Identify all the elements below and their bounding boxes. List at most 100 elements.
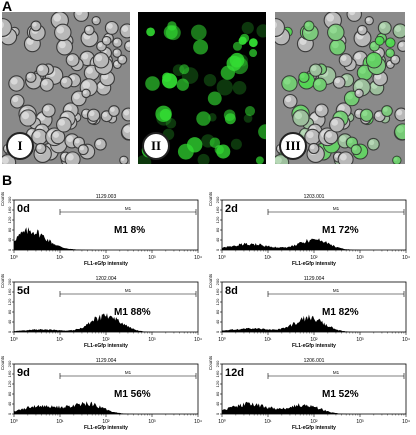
gfp-cell [196, 111, 211, 126]
gfp-cell [145, 76, 160, 91]
gfp-cell [256, 24, 266, 38]
histogram-2d: 0 40 80 120 160 200 Counts 10⁰ 10¹ 10² 10³ 10⁴ FL1-e… [208, 190, 410, 270]
y-tick-label: 200 [7, 196, 12, 203]
cell-highlight [66, 153, 74, 161]
y-tick-label: 160 [215, 370, 220, 377]
cell-highlight [348, 12, 356, 16]
micrograph-label-iii: III [279, 132, 307, 160]
x-tick-label: 10¹ [56, 337, 64, 343]
cell-highlight [299, 37, 307, 45]
cell-highlight [85, 26, 90, 31]
day-label: 8d [225, 285, 238, 297]
gfp-cell [238, 36, 247, 45]
y-axis-label: Counts [208, 191, 213, 206]
cell-highlight [96, 139, 102, 146]
gfp-cell [293, 110, 309, 126]
gfp-cell [162, 72, 172, 83]
gate-label: M1 [125, 288, 132, 293]
gfp-cell [304, 21, 314, 31]
histogram-0d: 0 40 80 120 160 200 Counts 10⁰ 10¹ 10² 10³ 10⁴ FL1-e… [0, 190, 202, 270]
y-tick-label: 200 [215, 278, 220, 285]
gfp-cell [214, 144, 224, 155]
gfp-cell [381, 106, 393, 117]
x-axis-label: FL1-eGfp intensity [292, 425, 336, 431]
gfp-cell [167, 21, 177, 31]
y-tick-label: 160 [7, 288, 12, 295]
gfp-cell [207, 91, 222, 106]
gfp-cell [216, 79, 233, 96]
cell-highlight [338, 104, 345, 112]
gate-label: M1 [125, 370, 132, 375]
x-tick-label: 10⁴ [402, 419, 410, 425]
x-tick-label: 10⁴ [402, 337, 410, 343]
cell-highlight [52, 131, 59, 138]
cell-highlight [10, 77, 18, 85]
cell-highlight [316, 105, 323, 112]
x-axis-label: FL1-eGfp intensity [84, 343, 128, 349]
cell-highlight [355, 110, 360, 115]
y-tick-label: 0 [7, 248, 12, 251]
cell-highlight [26, 37, 34, 45]
y-axis-label: Counts [0, 191, 5, 206]
percent-label: M1 88% [114, 307, 151, 318]
x-tick-label: 10³ [148, 255, 156, 261]
cell-highlight [67, 55, 74, 61]
cell-highlight [56, 26, 65, 34]
cell-highlight [398, 42, 404, 47]
cell-highlight [74, 138, 80, 144]
cell-highlight [369, 139, 375, 146]
cell-highlight [375, 112, 381, 118]
cell-highlight [310, 113, 319, 121]
cell-highlight [114, 61, 118, 66]
percent-label: M1 52% [322, 389, 359, 400]
counts-header: 1129.004 [96, 358, 117, 364]
gfp-cell [248, 38, 258, 48]
x-tick-label: 10¹ [56, 255, 64, 261]
histogram-8d: 0 40 80 120 160 200 Counts 10⁰ 10¹ 10² 10³ 10⁴ FL1-e… [208, 272, 410, 352]
gfp-cell [351, 144, 361, 155]
cell-highlight [355, 90, 360, 94]
x-tick-label: 10² [310, 337, 318, 343]
cell-highlight [109, 107, 115, 112]
cell-highlight [81, 52, 89, 60]
cell-highlight [32, 22, 37, 27]
y-tick-label: 0 [215, 330, 220, 333]
gfp-cell [385, 38, 395, 48]
x-tick-label: 10¹ [56, 419, 64, 425]
cell-highlight [75, 12, 83, 16]
cell-highlight [27, 73, 32, 79]
x-axis-label: FL1-eGfp intensity [292, 261, 336, 267]
y-tick-label: 80 [7, 227, 12, 232]
x-tick-label: 10⁰ [218, 419, 226, 425]
panel-a-letter: A [2, 0, 13, 14]
y-tick-label: 120 [215, 216, 220, 223]
y-tick-label: 0 [7, 330, 12, 333]
cell-highlight [41, 79, 48, 86]
percent-label: M1 82% [322, 307, 359, 318]
histogram-area [222, 238, 406, 250]
histogram-area [14, 227, 198, 250]
micrograph-fluorescence-image [138, 12, 266, 164]
cell-highlight [97, 42, 103, 47]
gfp-cell [220, 65, 235, 80]
cell-highlight [339, 153, 347, 161]
y-tick-label: 0 [7, 412, 12, 415]
counts-header: 1203.001 [304, 194, 325, 200]
cell-highlight [370, 42, 376, 47]
cell-highlight [311, 65, 317, 72]
gfp-cell [172, 64, 185, 76]
cell-highlight [285, 96, 292, 103]
cell-highlight [61, 78, 68, 84]
day-label: 12d [225, 367, 244, 379]
y-tick-label: 200 [215, 360, 220, 367]
x-tick-label: 10³ [356, 255, 364, 261]
y-tick-label: 200 [7, 278, 12, 285]
panel-b-letter: B [2, 172, 13, 188]
x-tick-label: 10⁰ [10, 255, 18, 261]
gfp-cell [165, 118, 177, 129]
cell-highlight [123, 109, 130, 116]
gfp-cell [309, 64, 322, 76]
cell-highlight [93, 17, 97, 22]
y-axis-label: Counts [0, 355, 5, 370]
